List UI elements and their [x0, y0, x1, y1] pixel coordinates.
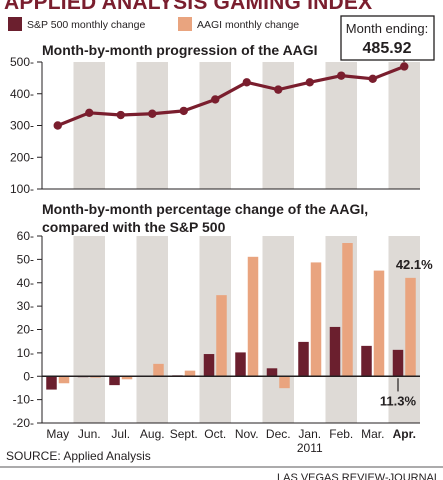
aagi-data-point: [85, 108, 94, 118]
aagi-data-point: [148, 109, 157, 118]
line-grid-band: [325, 62, 357, 189]
bar-y-tick-label: -20-: [13, 416, 34, 430]
aagi-bar: [405, 277, 416, 377]
sp500-bar: [203, 354, 215, 377]
bar-x-tick-label: May: [46, 427, 69, 441]
bar-grid-band: [136, 236, 168, 423]
bar-y-tick-label: 50-: [17, 252, 34, 266]
year-label: 2011: [297, 441, 323, 455]
aagi-bar: [310, 262, 322, 377]
bar-grid-band: [73, 236, 105, 423]
bar-x-tick-label: Sept.: [170, 427, 198, 441]
aagi-data-point: [274, 85, 283, 94]
aagi-bar: [153, 363, 164, 377]
aagi-data-point: [400, 62, 409, 71]
aagi-apr-annotation: 42.1%: [396, 257, 433, 272]
bar-chart-title-line2: compared with the S&P 500: [42, 219, 226, 235]
aagi-data-point: [305, 78, 314, 87]
percentage-bar-panel: -20- -10- 0- 10- 20- 30- 40- 50- 60- May Jun. Jul. A…: [13, 229, 433, 455]
callout-box: [340, 15, 435, 61]
sp500-bar: [298, 341, 309, 377]
bar-x-tick-label: Jun.: [78, 427, 101, 441]
line-y-tick-label: 300-: [10, 119, 34, 133]
sp500-bar: [361, 345, 372, 377]
aagi-bar: [247, 256, 259, 377]
bar-x-tick-label: Feb.: [329, 427, 353, 441]
line-y-tick-label: 500-: [10, 55, 34, 69]
bar-x-tick-label: Aug.: [140, 427, 165, 441]
aagi-bar: [121, 376, 133, 380]
line-grid-band: [262, 62, 294, 189]
aagi-data-point: [368, 74, 377, 84]
bar-x-tick-label: Oct.: [204, 427, 226, 441]
bar-x-tick-label: Jul.: [111, 427, 130, 441]
line-chart-title: Month-by-month progression of the AAGI: [42, 42, 318, 58]
publisher-credit: LAS VEGAS REVIEW-JOURNAL: [277, 472, 440, 480]
aagi-bar: [216, 295, 227, 377]
bar-y-tick-label: 30-: [17, 299, 34, 313]
bar-x-tick-label: Dec.: [266, 427, 291, 441]
legend-swatch-sp500: [8, 17, 22, 31]
bar-x-tick-label: Nov.: [235, 427, 259, 441]
line-y-tick-label: 400-: [10, 87, 34, 101]
aagi-bar: [342, 243, 353, 377]
aagi-data-point: [211, 95, 220, 104]
source-note: SOURCE: Applied Analysis: [6, 449, 151, 463]
sp500-bar: [109, 376, 120, 386]
legend-label-aagi: AAGI monthly change: [197, 19, 299, 31]
sp500-apr-annotation: 11.3%: [380, 394, 417, 409]
aagi-bar: [58, 376, 70, 384]
aagi-line-panel: 100- 200- 300- 400- 500-: [10, 55, 420, 196]
bar-x-tick-label: Mar.: [361, 427, 384, 441]
sp500-bar: [46, 376, 57, 390]
bar-y-tick-label: -10-: [13, 393, 34, 407]
aagi-bar: [184, 370, 196, 377]
legend-label-sp500: S&P 500 monthly change: [27, 19, 145, 31]
sp500-bar: [329, 326, 341, 377]
aagi-data-point: [337, 71, 346, 80]
sp500-bar: [392, 349, 404, 377]
line-grid-band: [199, 62, 231, 189]
line-y-tick-label: 200-: [10, 150, 34, 164]
callout-label: Month ending:: [346, 21, 428, 36]
callout-value: 485.92: [363, 40, 412, 57]
bar-chart-title-line1: Month-by-month percentage change of the …: [42, 201, 368, 217]
sp500-bar: [266, 368, 278, 377]
bar-y-tick-label: 40-: [17, 276, 34, 290]
aagi-data-point: [242, 78, 251, 87]
aagi-bar: [373, 270, 385, 377]
line-y-tick-label: 100-: [10, 182, 34, 196]
bar-y-tick-label: 0-: [23, 369, 34, 383]
line-grid-band: [136, 62, 168, 189]
bar-y-tick-label: 10-: [17, 346, 34, 360]
bar-grid-band: [262, 236, 294, 423]
legend-swatch-aagi: [178, 17, 192, 31]
aagi-bar: [279, 376, 290, 389]
aagi-data-point: [53, 121, 62, 130]
bar-x-tick-label: Apr.: [393, 427, 416, 441]
aagi-data-point: [179, 106, 188, 116]
page-title: APPLIED ANALYSIS GAMING INDEX: [4, 0, 373, 14]
line-grid-band: [388, 62, 420, 189]
line-grid-band: [73, 62, 105, 189]
bar-y-tick-label: 60-: [17, 229, 34, 243]
aagi-data-point: [116, 110, 125, 120]
aagi-series-line: [57, 64, 405, 127]
sp500-bar: [235, 352, 246, 377]
bar-y-tick-label: 20-: [17, 323, 34, 337]
bar-x-tick-label: Jan.: [298, 427, 321, 441]
